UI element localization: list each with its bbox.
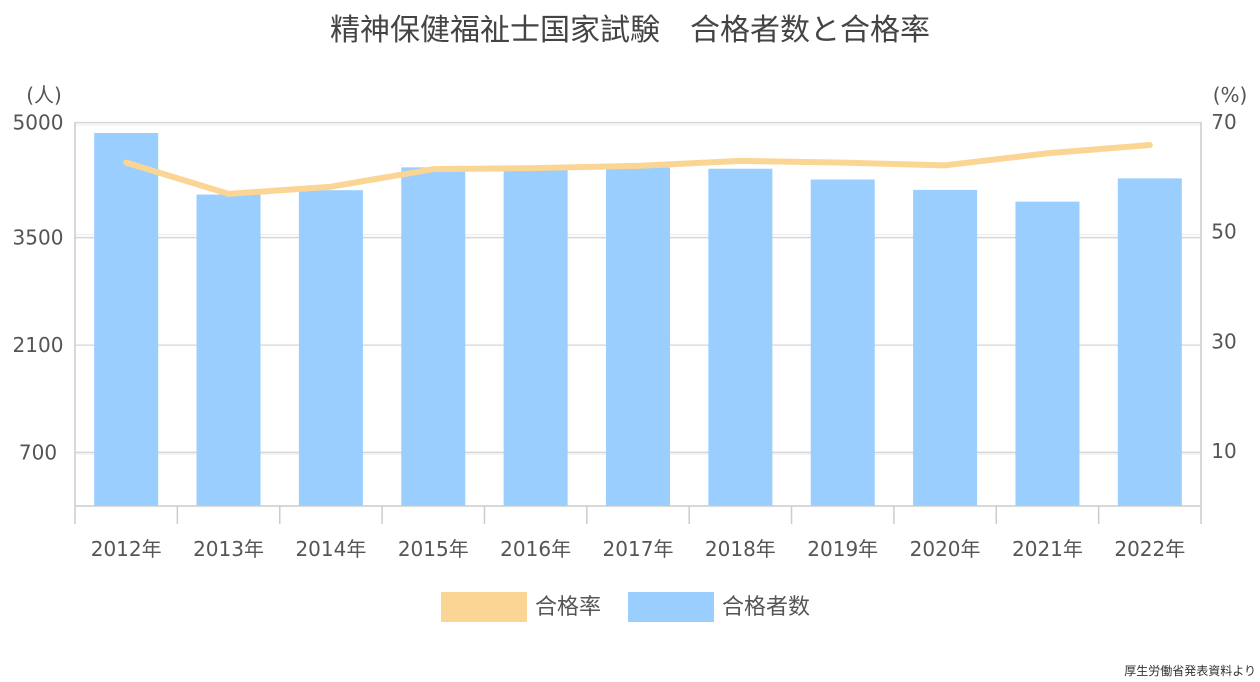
source-note: 厚生労働省発表資料より [1124, 664, 1256, 678]
x-tick-label: 2022年 [1114, 537, 1185, 561]
left-tick-label: 2100 [13, 333, 64, 357]
legend-label: 合格者数 [722, 595, 810, 620]
x-tick-label: 2015年 [398, 537, 469, 561]
bar [298, 190, 363, 506]
line-point [1147, 143, 1152, 148]
x-tick-label: 2013年 [193, 537, 264, 561]
bar [913, 189, 978, 506]
x-tick-label: 2014年 [295, 537, 366, 561]
bar-series [94, 133, 1182, 507]
line-point [738, 158, 743, 163]
x-tick-label: 2017年 [603, 537, 674, 561]
bar [1015, 201, 1080, 506]
bar [196, 194, 261, 506]
bar [708, 168, 773, 506]
line-point [943, 163, 948, 168]
x-tick-label: 2012年 [91, 537, 162, 561]
left-axis-unit: (人) [26, 83, 62, 107]
bar [606, 167, 670, 506]
right-tick-label: 30 [1211, 329, 1236, 353]
left-tick-label: 3500 [13, 226, 64, 250]
right-tick-label: 70 [1211, 110, 1236, 134]
line-series [123, 142, 1153, 197]
x-tick-label: 2018年 [705, 537, 776, 561]
line-point [226, 191, 231, 196]
bar [810, 179, 875, 507]
left-tick-label: 700 [19, 440, 57, 464]
x-tick-label: 2020年 [910, 537, 981, 561]
line-point [431, 167, 436, 172]
chart-title: 精神保健福祉士国家試験 合格者数と合格率 [330, 13, 930, 48]
line-point [840, 160, 845, 165]
bar [94, 133, 159, 507]
legend: 合格率 合格者数 [441, 592, 810, 622]
x-tick-label: 2019年 [807, 537, 878, 561]
line-point [533, 166, 538, 171]
line-point [636, 163, 640, 168]
left-tick-label: 5000 [13, 111, 64, 135]
line-point [328, 184, 333, 189]
legend-swatch [628, 592, 714, 622]
legend-label: 合格率 [535, 595, 601, 620]
x-tick-label: 2021年 [1012, 537, 1083, 561]
right-tick-label: 10 [1211, 439, 1236, 463]
line-point [124, 160, 129, 165]
right-tick-label: 50 [1211, 220, 1236, 244]
bar [401, 167, 466, 506]
legend-swatch [441, 592, 527, 622]
axes: 700 2100 3500 5000 10 30 50 70 2012年 2013年 2014年 20… [13, 110, 1237, 561]
x-tick-label: 2016年 [500, 537, 571, 561]
line-point [1045, 151, 1050, 156]
bar [503, 168, 568, 506]
bar [1117, 178, 1182, 506]
right-axis-unit: (%) [1213, 83, 1248, 107]
